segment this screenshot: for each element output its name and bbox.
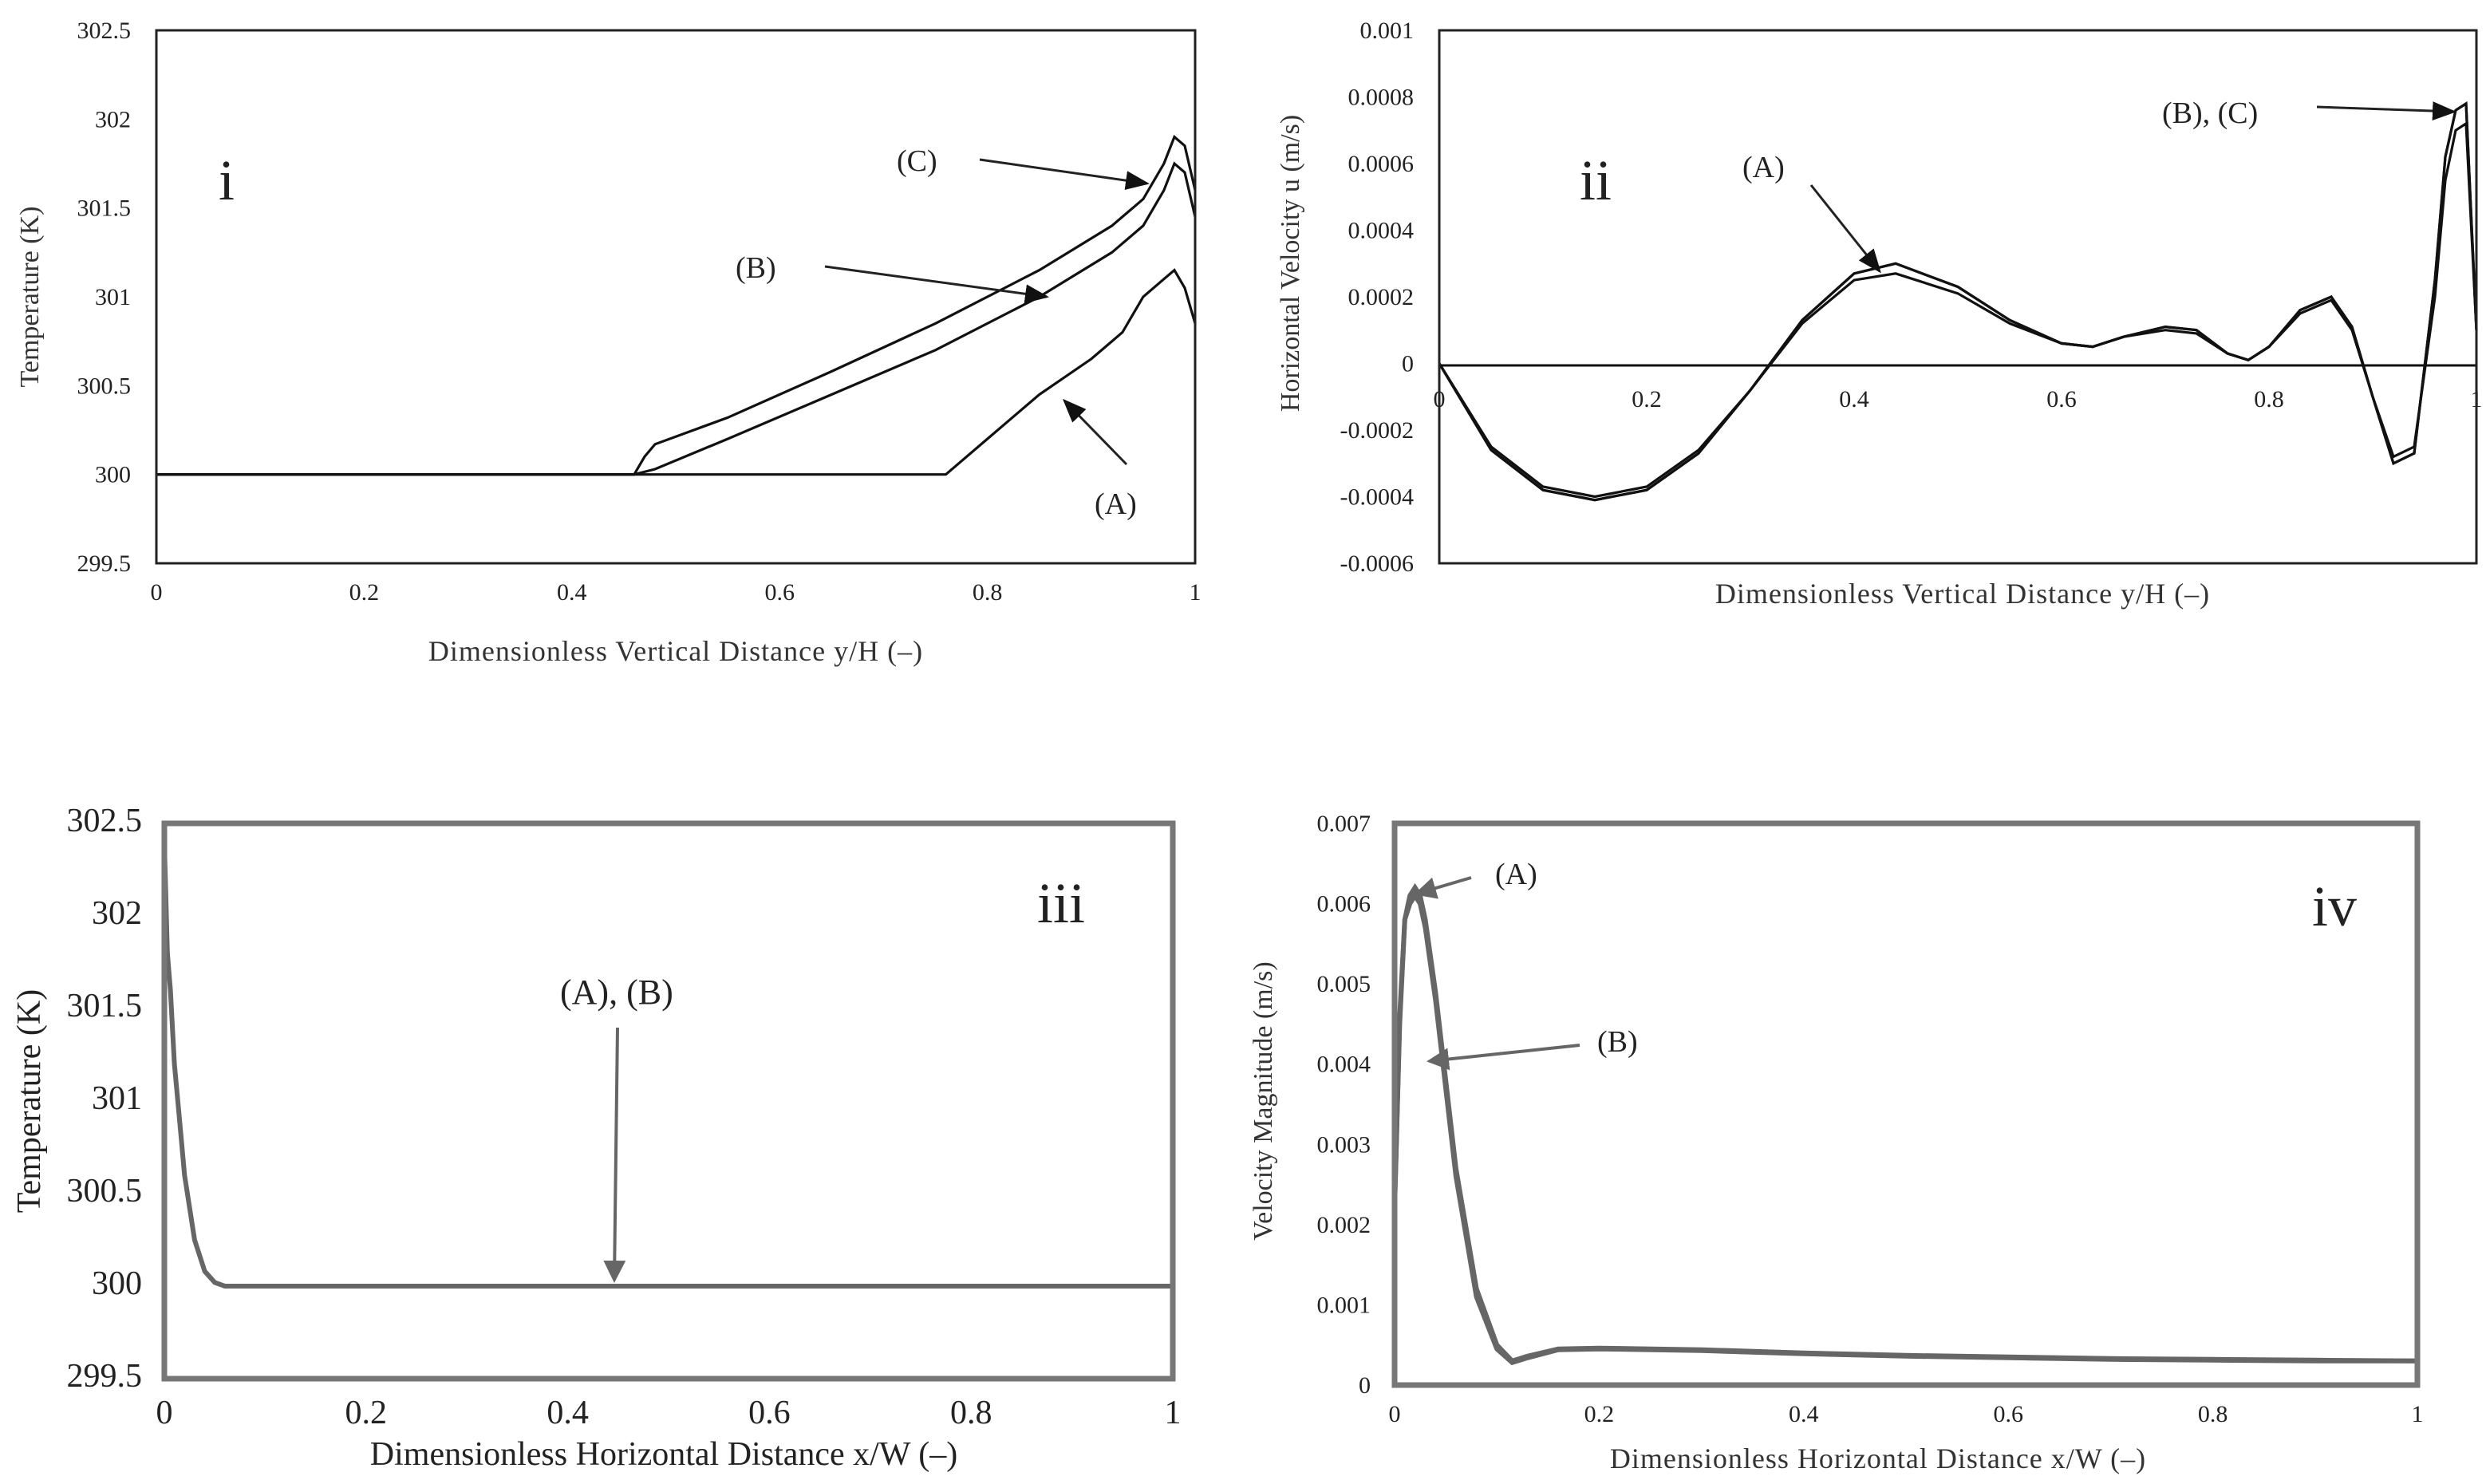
x-tick-label: 0.8 [973,579,1003,606]
plot-frame [161,820,1176,1382]
annotation-arrow-ab [603,1027,626,1283]
plot-frame [1438,29,2478,565]
x-tick-label: 0 [1434,386,1446,412]
y-tick-label: 0.0002 [1348,284,1415,310]
y-tick-label: 300 [92,1265,142,1302]
y-tick-label: 302.5 [67,803,143,839]
y-tick-label: 301 [92,1080,142,1117]
x-tick-label: 0.2 [349,579,380,606]
chart-panel-ii: ii 0 0.2 0.4 0.6 0.8 1 -0.0006 -0.0004 -0.0002 0… [1276,18,2483,610]
annotation-label-b: (B) [1597,1025,1638,1059]
x-tick-label: 0.8 [950,1395,992,1431]
x-tick-label: 0.4 [557,579,587,606]
x-axis-label: Dimensionless Horizontal Distance x/W (–… [370,1436,957,1473]
x-tick-label: 0.6 [1993,1401,2023,1427]
panel-label: iv [2312,874,2357,938]
plot-frame [155,29,1197,565]
y-tick-label: 302 [92,895,142,932]
y-tick-label: 0.007 [1317,811,1371,837]
y-axis-label: Velocity Magnitude (m/s) [1249,961,1278,1240]
x-tick-label: 0.8 [2254,386,2284,412]
x-tick-label: 1 [1190,579,1202,606]
x-tick-label: 1 [2471,386,2483,412]
x-tick-label: 0.4 [1839,386,1869,412]
x-tick-label: 0.6 [2046,386,2077,412]
chart-panel-iii: iii 0 0.2 0.4 0.6 0.8 1 299.5 300 300.5 301 301.5… [11,803,1182,1473]
annotation-arrow-a [1062,398,1128,466]
y-tick-label: 300.5 [67,1173,143,1210]
y-tick-label: 301.5 [77,195,132,222]
annotation-label-c: (C) [897,144,937,178]
x-tick-label: 0.4 [547,1395,589,1431]
y-tick-label: 0.0008 [1348,85,1415,111]
y-tick-label: 0.003 [1317,1131,1371,1158]
y-tick-label: 0.001 [1360,18,1415,44]
annotation-arrow-c [979,158,1150,191]
x-axis-label: Dimensionless Horizontal Distance x/W (–… [1610,1443,2146,1474]
x-tick-label: 1 [1165,1395,1182,1431]
annotation-label-bc: (B), (C) [2162,97,2258,130]
annotation-arrow-bc [2316,101,2456,121]
series-line-a [1392,882,2418,1364]
chart-panel-i: i 0 0.2 0.4 0.6 0.8 1 299.5 300 300.5 301 301.5 30… [15,18,1202,667]
x-tick-label: 1 [2412,1401,2424,1427]
y-tick-label: 0.0006 [1348,151,1415,177]
series-line-c [1438,101,2478,502]
x-tick-label: 0 [1389,1401,1401,1427]
x-tick-label: 0.2 [1632,386,1662,412]
x-tick-label: 0.4 [1789,1401,1819,1427]
panel-label: iii [1037,871,1085,935]
y-axis-label: Temperature (K) [11,989,48,1213]
series-line-b [1392,890,2417,1366]
y-tick-label: 302.5 [77,18,132,44]
annotation-label-a: (A) [1742,151,1785,184]
x-tick-label: 0.6 [764,579,795,606]
y-axis-label: Horizontal Velocity u (m/s) [1276,115,1305,412]
y-tick-label: -0.0002 [1340,417,1415,444]
plot-frame [1391,820,2421,1388]
y-tick-label: -0.0004 [1340,484,1415,511]
x-tick-label: 0.2 [1584,1401,1615,1427]
x-axis-label: Dimensionless Vertical Distance y/H (–) [428,635,923,667]
y-tick-label: 0.006 [1317,891,1371,918]
annotation-label-b: (B) [736,251,776,285]
series-line-a [156,268,1197,476]
y-tick-label: 302 [95,106,131,132]
annotation-arrow-a [1414,876,1472,899]
series-line-a-b [162,842,1173,1289]
annotation-label-ab: (A), (B) [560,973,673,1012]
chart-panel-iv: iv 0 0.2 0.4 0.6 0.8 1 0 0.001 0.002 0.003 0.004 0… [1249,811,2424,1474]
x-tick-label: 0.8 [2198,1401,2228,1427]
y-tick-label: 0.001 [1317,1292,1371,1318]
y-tick-label: 0.002 [1317,1212,1371,1238]
panel-label: i [219,148,235,212]
y-tick-label: 300 [95,462,131,488]
y-tick-label: 0.005 [1317,971,1371,997]
annotation-arrow-b [824,265,1049,304]
x-tick-label: 0 [156,1395,173,1431]
x-tick-label: 0.2 [345,1395,388,1431]
series-line-b [156,161,1197,476]
panel-label: ii [1580,148,1612,212]
y-tick-label: 0 [1402,351,1414,377]
y-tick-label: 0.0004 [1348,218,1415,244]
x-tick-label: 0 [151,579,163,606]
annotation-arrow-a [1809,184,1881,274]
annotation-arrow-b [1426,1044,1580,1071]
y-tick-label: 299.5 [77,551,132,577]
y-tick-label: 300.5 [77,373,132,399]
y-tick-label: -0.0006 [1340,551,1415,577]
y-tick-label: 0 [1359,1372,1371,1399]
x-axis-label: Dimensionless Vertical Distance y/H (–) [1715,578,2210,610]
y-tick-label: 301.5 [67,988,143,1024]
x-tick-label: 0.6 [748,1395,791,1431]
y-tick-label: 301 [95,284,131,310]
annotation-label-a: (A) [1495,858,1537,891]
series-line-c [156,134,1197,476]
y-tick-label: 0.004 [1317,1052,1371,1078]
annotation-label-a: (A) [1095,487,1137,521]
y-axis-label: Temperature (K) [15,207,45,388]
y-tick-label: 299.5 [67,1358,143,1395]
